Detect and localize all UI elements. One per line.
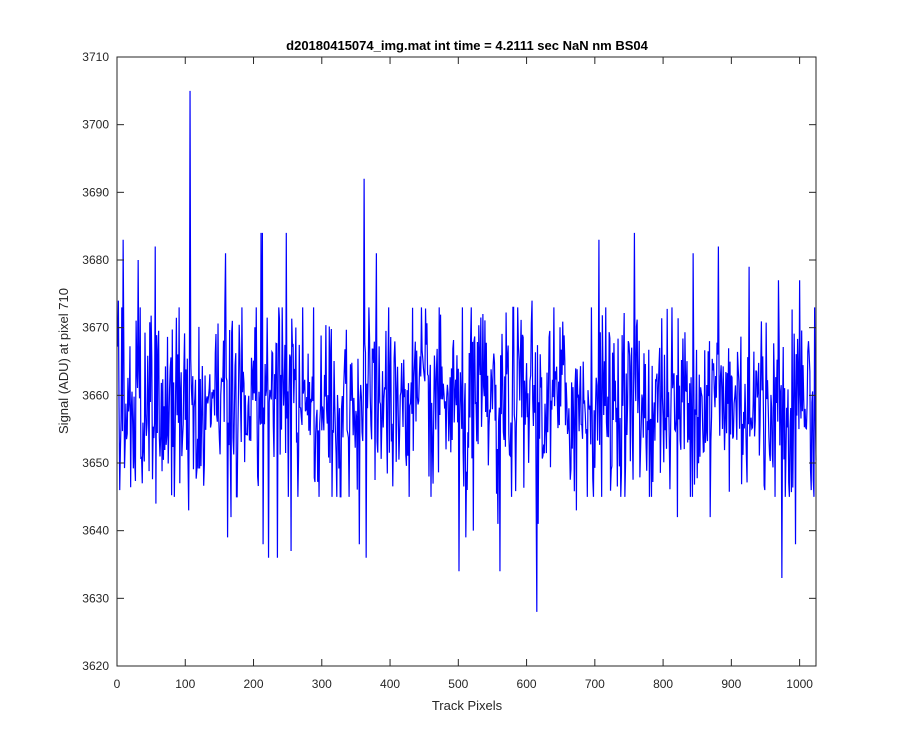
series-line-1 bbox=[117, 90, 817, 612]
x-tick-label: 0 bbox=[114, 677, 121, 691]
y-tick-label: 3620 bbox=[82, 659, 109, 673]
x-tick-label: 200 bbox=[244, 677, 264, 691]
y-tick-label: 3640 bbox=[82, 524, 109, 538]
y-tick-label: 3670 bbox=[82, 321, 109, 335]
x-tick-label: 600 bbox=[517, 677, 537, 691]
axes-box bbox=[116, 56, 817, 667]
y-tick-label: 3660 bbox=[82, 388, 109, 402]
x-tick-label: 900 bbox=[721, 677, 741, 691]
y-tick-label: 3680 bbox=[82, 253, 109, 267]
x-tick-label: 1000 bbox=[786, 677, 813, 691]
y-tick-label: 3710 bbox=[82, 50, 109, 64]
x-tick-label: 500 bbox=[448, 677, 468, 691]
x-tick-label: 300 bbox=[312, 677, 332, 691]
x-tick-label: 800 bbox=[653, 677, 673, 691]
x-tick-label: 700 bbox=[585, 677, 605, 691]
chart-title: d20180415074_img.mat int time = 4.2111 s… bbox=[286, 38, 648, 53]
y-axis-label: Signal (ADU) at pixel 710 bbox=[56, 288, 71, 434]
y-tick-label: 3690 bbox=[82, 185, 109, 199]
x-tick-label: 400 bbox=[380, 677, 400, 691]
y-tick-label: 3630 bbox=[82, 591, 109, 605]
tick-layer: 0 100 200 300 400 500 600 700 800 900 1000 3620 3630… bbox=[82, 50, 816, 691]
plot-area bbox=[117, 57, 816, 666]
x-tick-label: 100 bbox=[175, 677, 195, 691]
y-tick-label: 3700 bbox=[82, 118, 109, 132]
x-axis-label: Track Pixels bbox=[432, 698, 503, 713]
y-tick-label: 3650 bbox=[82, 456, 109, 470]
series-layer bbox=[117, 90, 817, 612]
